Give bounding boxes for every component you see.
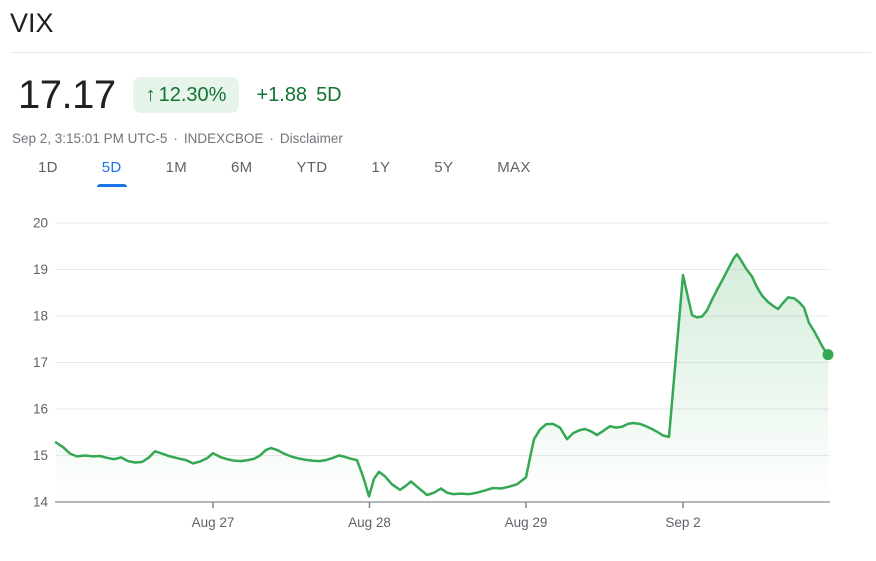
page-title: VIX [10,8,54,38]
tab-1y[interactable]: 1Y [371,159,390,187]
arrow-up-icon: ↑ [145,84,156,106]
quote-section: 17.17 ↑ 12.30% +1.88 5D Sep 2, 3:15:01 P… [0,75,876,147]
change-percent: 12.30% [158,84,227,106]
change-percent-badge: ↑ 12.30% [132,77,240,113]
svg-text:16: 16 [33,402,48,417]
timestamp: Sep 2, 3:15:01 PM UTC-5 [12,131,168,146]
svg-text:Sep 2: Sep 2 [665,515,700,530]
change-absolute-group: +1.88 5D [256,84,341,107]
svg-text:Aug 27: Aug 27 [192,515,235,530]
tab-5d[interactable]: 5D [96,159,127,187]
dot-separator: · [173,131,178,146]
price-chart[interactable]: 14 15 16 17 18 19 20 Aug 27 Aug 28 Aug 29 Sep 2 [0,199,876,552]
range-tabs: 1D 5D 1M 6M YTD 1Y 5Y MAX [38,159,876,187]
tab-6m[interactable]: 6M [231,159,252,187]
disclaimer-link[interactable]: Disclaimer [279,131,343,146]
chart-canvas[interactable]: 14 15 16 17 18 19 20 Aug 27 Aug 28 Aug 29 Sep 2 [0,199,876,552]
quote-page: VIX 17.17 ↑ 12.30% +1.88 5D Sep 2, 3:15:… [0,8,876,561]
quote-meta: Sep 2, 3:15:01 PM UTC-5 · INDEXCBOE · Di… [12,131,876,147]
svg-text:Aug 29: Aug 29 [505,515,548,530]
tab-1d[interactable]: 1D [38,159,58,187]
svg-text:15: 15 [33,448,48,463]
tab-max[interactable]: MAX [497,159,530,187]
svg-text:18: 18 [33,309,48,324]
change-absolute: +1.88 [256,83,308,106]
current-price: 17.17 [18,73,116,117]
dot-separator: · [269,131,274,146]
price-row: 17.17 ↑ 12.30% +1.88 5D [18,75,876,115]
svg-text:Aug 28: Aug 28 [348,515,391,530]
tab-ytd[interactable]: YTD [296,159,327,187]
change-period: 5D [316,83,342,106]
svg-text:20: 20 [33,216,48,231]
header-divider [10,52,871,53]
tab-5y[interactable]: 5Y [434,159,453,187]
svg-text:14: 14 [33,495,49,510]
tab-1m[interactable]: 1M [166,159,187,187]
exchange: INDEXCBOE [183,131,264,146]
svg-text:19: 19 [33,262,48,277]
svg-text:17: 17 [33,355,48,370]
